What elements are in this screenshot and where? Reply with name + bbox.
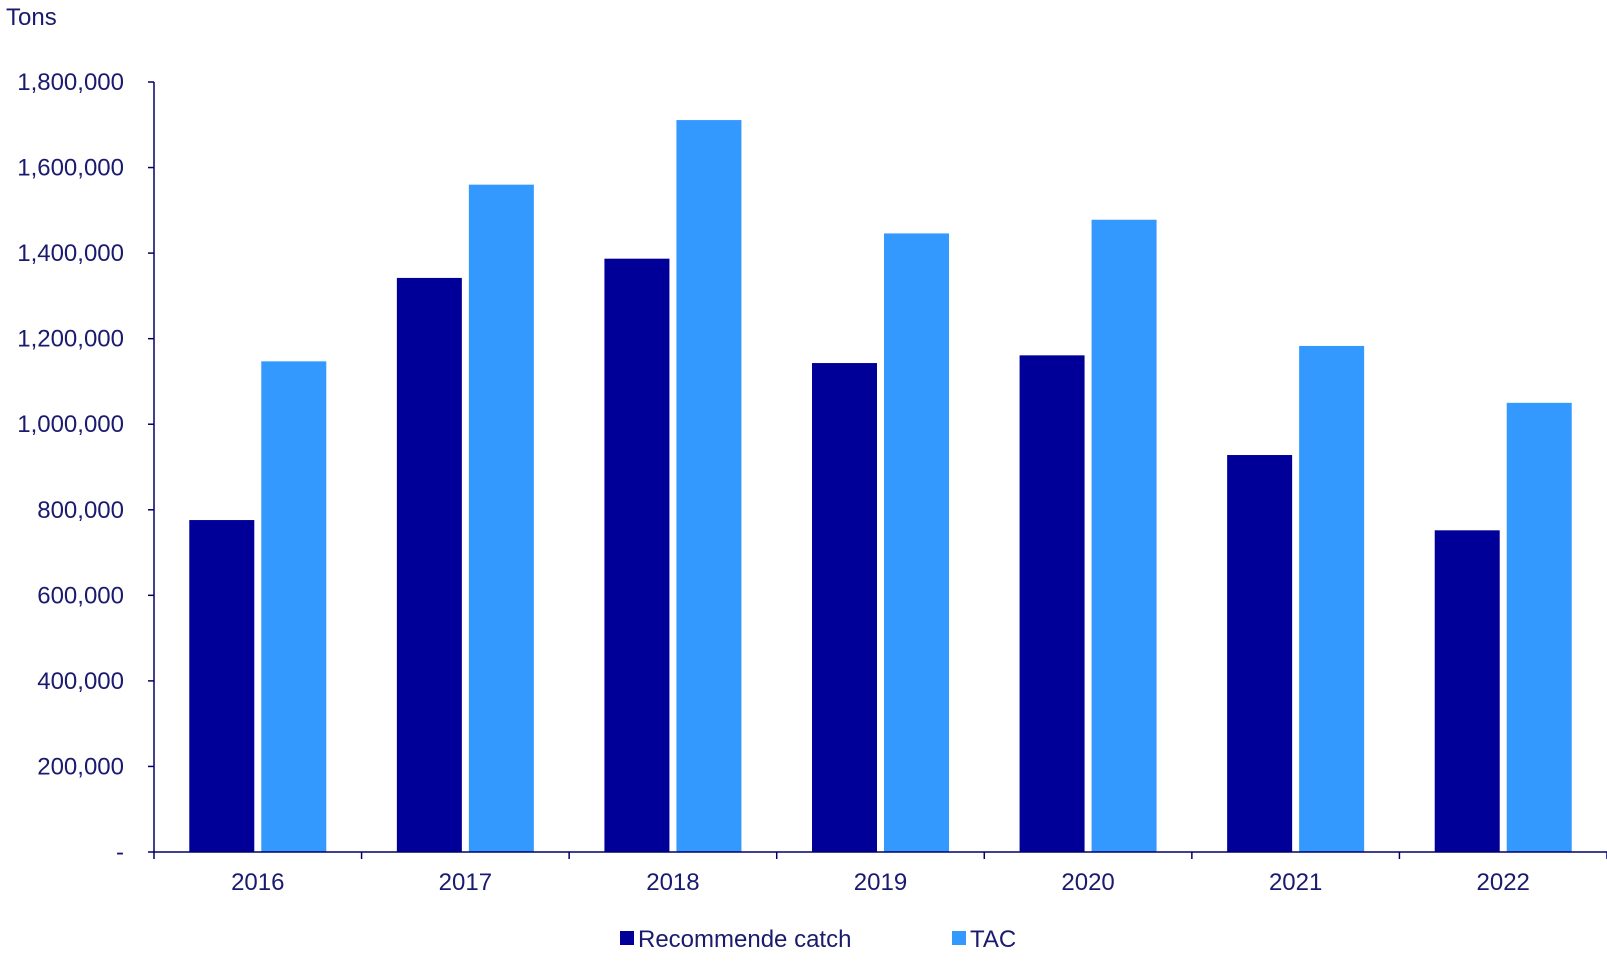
y-tick-label: 200,000 [37,753,124,780]
y-tick-label: 400,000 [37,668,124,695]
bar-tac-2019 [884,233,949,852]
bar-tac-2021 [1299,345,1365,852]
x-tick-label-2019: 2019 [854,869,907,896]
bar-recommende-catch-2021 [1227,455,1293,852]
y-tick-label: 800,000 [37,497,124,524]
x-axis-ticks: 2016 2017 2018 2019 2020 2021 2022 [153,852,1607,896]
bar-recommende-catch-2018 [604,258,670,852]
legend-swatch-tac [952,931,966,945]
x-tick-label-2020: 2020 [1061,869,1114,896]
y-tick-label: 1,200,000 [17,326,124,353]
legend-swatch-recommende-catch [620,931,634,945]
y-tick-label: 1,400,000 [17,240,124,267]
y-tick-label: 1,600,000 [17,155,124,182]
y-tick-label: - [116,839,124,866]
bar-recommende-catch-2016 [189,520,255,852]
x-tick-label-2017: 2017 [439,869,492,896]
bar-recommende-catch-2017 [396,277,462,852]
bar-tac-2017 [468,184,534,852]
y-tick-label: 1,800,000 [17,69,124,96]
bar-recommende-catch-2022 [1434,530,1500,852]
legend-label-recommende-catch: Recommende catch [638,926,851,953]
x-tick-label-2018: 2018 [646,869,699,896]
legend: Recommende catch TAC [620,926,1016,953]
legend-label-tac: TAC [970,926,1016,953]
bar-tac-2016 [261,361,327,852]
axes [153,82,1607,853]
y-axis-ticks: - 200,000 400,000 600,000 800,000 1,000,000 1,… [17,69,154,866]
bar-recommende-catch-2020 [1019,355,1085,852]
bar-tac-2020 [1091,219,1157,852]
bar-tac-2018 [676,120,742,853]
bar-tac-2022 [1506,402,1572,852]
y-axis-label: Tons [6,4,57,31]
x-tick-label-2016: 2016 [231,869,284,896]
bars [189,120,1572,853]
x-tick-label-2021: 2021 [1269,869,1322,896]
y-tick-label: 1,000,000 [17,411,124,438]
y-tick-label: 600,000 [37,582,124,609]
x-tick-label-2022: 2022 [1477,869,1530,896]
bar-recommende-catch-2019 [812,363,877,852]
